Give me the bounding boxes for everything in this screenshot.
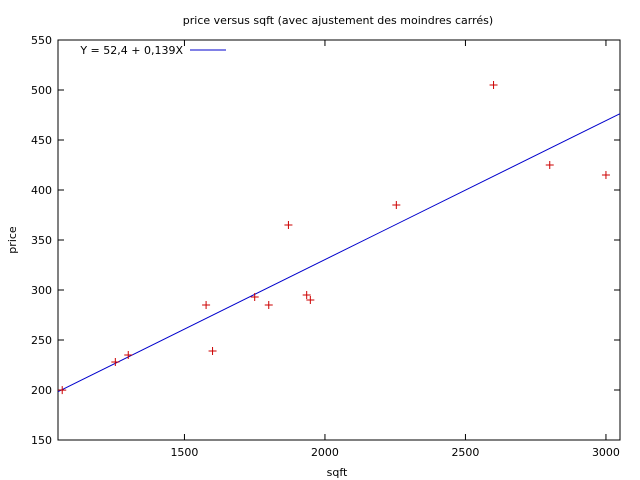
y-tick-label: 250 (31, 334, 52, 347)
data-point (264, 301, 273, 309)
data-point (302, 291, 311, 299)
y-tick-label: 300 (31, 284, 52, 297)
y-tick-label: 200 (31, 384, 52, 397)
legend-label: Y = 52,4 + 0,139X (79, 44, 183, 57)
fit-line-group (57, 113, 621, 393)
data-point (545, 161, 554, 169)
x-axis-label: sqft (327, 466, 348, 479)
plot-frame (57, 39, 621, 441)
data-point (306, 296, 315, 304)
y-tick-label: 500 (31, 84, 52, 97)
data-points (58, 81, 610, 395)
y-axis: 150 200 250 300 350 400 450 500 550 (31, 34, 620, 447)
y-axis-label: price (6, 226, 19, 254)
x-tick-label: 1500 (170, 446, 198, 459)
x-axis: 1500 2000 2500 3000 (170, 40, 620, 459)
y-tick-label: 150 (31, 434, 52, 447)
data-point (601, 171, 610, 179)
chart-title: price versus sqft (avec ajustement des m… (183, 14, 493, 27)
y-tick-label: 550 (31, 34, 52, 47)
data-point (124, 351, 133, 359)
data-point (392, 201, 401, 209)
y-tick-label: 350 (31, 234, 52, 247)
data-point (489, 81, 498, 89)
y-tick-label: 400 (31, 184, 52, 197)
x-tick-label: 3000 (592, 446, 620, 459)
data-point (58, 386, 67, 395)
legend: Y = 52,4 + 0,139X (79, 44, 226, 57)
data-point (111, 358, 120, 366)
x-tick-label: 2000 (311, 446, 339, 459)
fit-line (57, 113, 621, 393)
data-point (284, 221, 293, 229)
data-point (202, 301, 211, 309)
x-tick-label: 2500 (451, 446, 479, 459)
data-point (208, 347, 217, 355)
y-tick-label: 450 (31, 134, 52, 147)
data-point (250, 293, 259, 301)
